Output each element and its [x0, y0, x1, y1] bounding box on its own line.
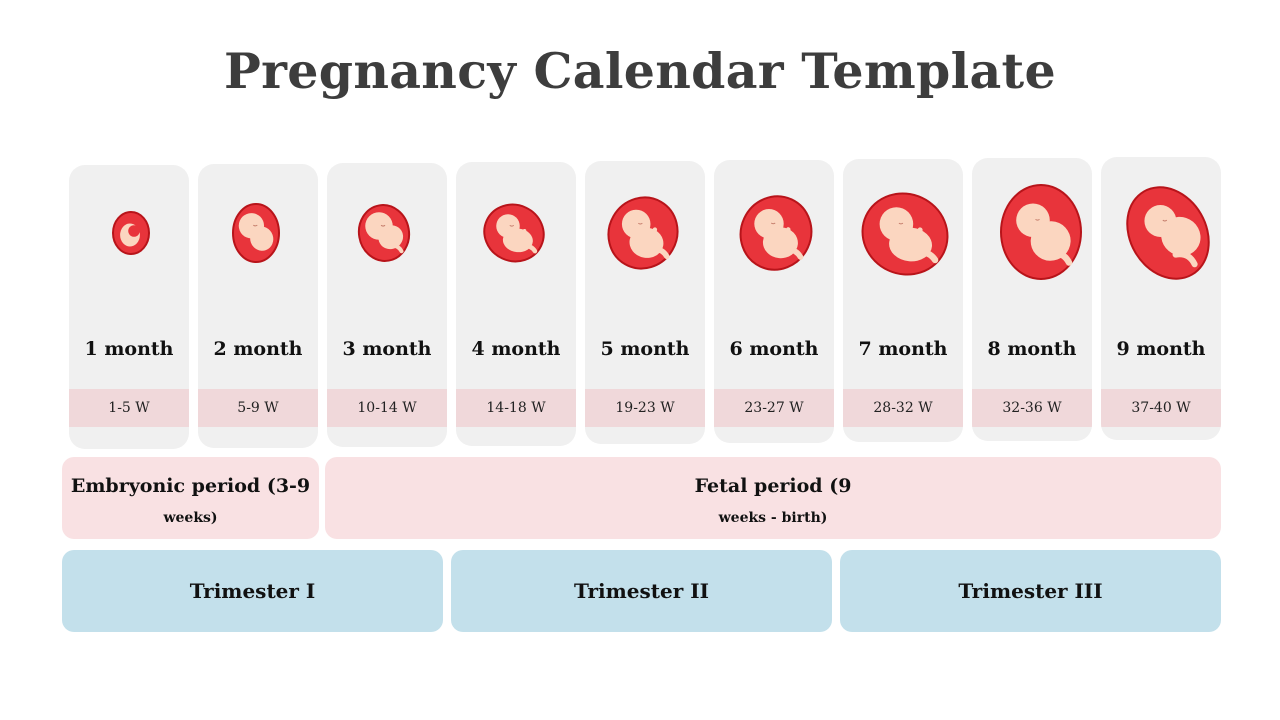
- fetus-eye: [1035, 218, 1040, 221]
- fetus-eye: [252, 224, 258, 227]
- month-label: 7 month: [858, 338, 948, 360]
- fetus-month-3-icon: [327, 163, 447, 313]
- fetus-illustration: [1126, 186, 1210, 280]
- trimester-2: Trimester II: [451, 550, 832, 632]
- fetus-head: [238, 213, 265, 239]
- month-label: 2 month: [213, 338, 303, 360]
- fetal-period-box: Fetal period (9 weeks - birth): [325, 457, 1221, 539]
- month-card-4: 4 month 14-18 W: [456, 162, 576, 446]
- month-label: 3 month: [342, 338, 432, 360]
- fetus-month-2-icon: [198, 164, 318, 314]
- fetus-month-4-icon: [456, 162, 576, 312]
- weeks-range: 28-32 W: [843, 389, 963, 427]
- embryonic-period-label: Embryonic period (3-9: [70, 475, 311, 497]
- embryo-head: [128, 225, 140, 237]
- embryonic-period-box: Embryonic period (3-9 weeks): [62, 457, 319, 539]
- fetus-arm: [1165, 225, 1184, 239]
- fetus-month-8-icon: [972, 158, 1092, 308]
- fetus-month-6-icon: [714, 160, 834, 310]
- trimester-1: Trimester I: [62, 550, 443, 632]
- fetus-illustration: [607, 196, 679, 270]
- fetal-period-label: Fetal period (9: [694, 475, 852, 497]
- fetus-eye: [898, 222, 904, 225]
- fetus-eye: [770, 222, 776, 225]
- weeks-range: 23-27 W: [714, 389, 834, 427]
- fetus-eye: [1162, 219, 1168, 222]
- fetus-eye: [380, 224, 386, 227]
- fetus-illustration: [861, 192, 949, 276]
- fetus-illustration: [483, 203, 545, 263]
- fetus-arm: [773, 227, 791, 239]
- month-label: 5 month: [600, 338, 690, 360]
- fetus-illustration: [232, 203, 280, 263]
- trimester-3: Trimester III: [840, 550, 1221, 632]
- fetus-head: [1144, 205, 1177, 237]
- month-label: 8 month: [987, 338, 1077, 360]
- fetus-eye: [509, 224, 515, 227]
- month-card-1: 1 month 1-5 W: [69, 165, 189, 449]
- fetus-month-9-icon: [1101, 157, 1221, 307]
- fetus-illustration: [357, 204, 411, 262]
- fetus-illustration: [112, 211, 150, 255]
- fetus-illustration: [1000, 184, 1082, 280]
- month-card-3: 3 month 10-14 W: [327, 163, 447, 447]
- fetus-head: [754, 209, 784, 239]
- fetus-leg: [1045, 249, 1073, 266]
- weeks-range: 10-14 W: [327, 389, 447, 427]
- month-card-7: 7 month 28-32 W: [843, 159, 963, 442]
- fetus-month-5-icon: [585, 161, 705, 311]
- fetus-leg: [517, 243, 538, 254]
- month-card-2: 2 month 5-9 W: [198, 164, 318, 448]
- fetus-illustration: [739, 195, 813, 271]
- month-label: 6 month: [729, 338, 819, 360]
- fetus-month-1-icon: [69, 165, 189, 315]
- fetus-leg: [780, 246, 804, 260]
- weeks-range: 32-36 W: [972, 389, 1092, 427]
- month-card-5: 5 month 19-23 W: [585, 161, 705, 444]
- month-label: 4 month: [471, 338, 561, 360]
- month-card-9: 9 month 37-40 W: [1101, 157, 1221, 440]
- fetus-arm: [382, 229, 395, 238]
- fetus-arm: [902, 227, 923, 240]
- fetus-leg: [647, 246, 670, 260]
- month-card-8: 8 month 32-36 W: [972, 158, 1092, 441]
- fetus-leg: [1172, 251, 1198, 268]
- fetus-leg: [910, 248, 939, 264]
- fetus-arm: [512, 228, 527, 238]
- page-title: Pregnancy Calendar Template: [224, 42, 1056, 100]
- weeks-range: 1-5 W: [69, 389, 189, 427]
- fetus-eye: [638, 222, 643, 225]
- fetus-head: [496, 214, 520, 238]
- fetal-period-label-cont: weeks - birth): [718, 510, 828, 526]
- weeks-range: 37-40 W: [1101, 389, 1221, 427]
- weeks-range: 19-23 W: [585, 389, 705, 427]
- month-label: 1 month: [84, 338, 174, 360]
- month-label: 9 month: [1116, 338, 1206, 360]
- fetus-head: [1016, 203, 1050, 238]
- fetus-head: [621, 209, 651, 239]
- fetus-arm: [640, 227, 658, 239]
- weeks-range: 14-18 W: [456, 389, 576, 427]
- fetus-leg: [387, 243, 404, 254]
- fetus-arm: [1038, 224, 1058, 238]
- weeks-range: 5-9 W: [198, 389, 318, 427]
- fetus-head: [365, 212, 393, 240]
- month-card-6: 6 month 23-27 W: [714, 160, 834, 443]
- embryonic-period-label-cont: weeks): [163, 510, 218, 526]
- fetus-head: [879, 207, 914, 241]
- fetus-month-7-icon: [843, 159, 963, 309]
